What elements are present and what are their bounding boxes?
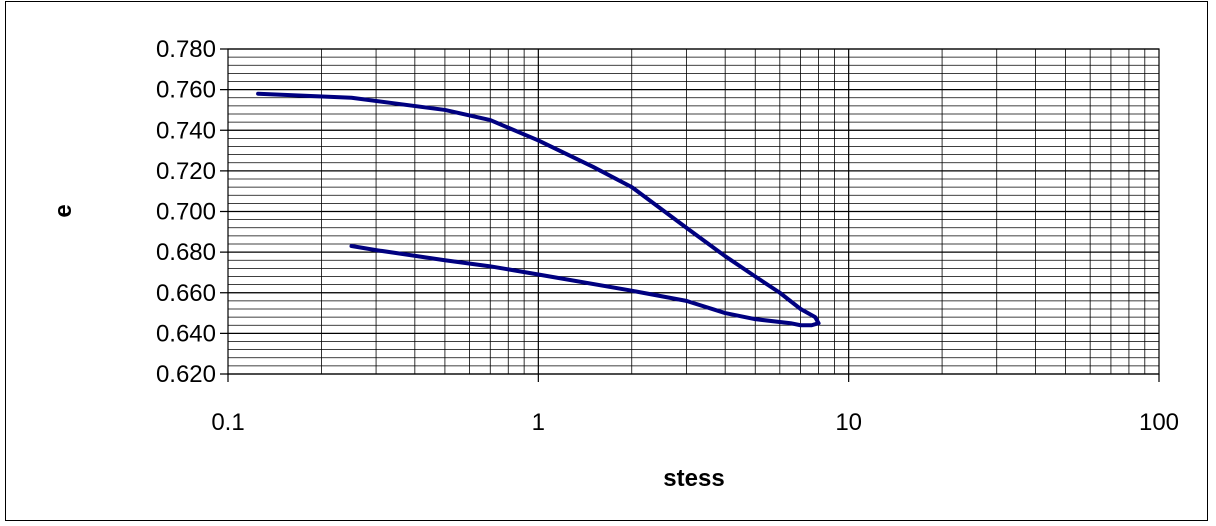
data-point: [725, 313, 726, 314]
data-point: [351, 97, 352, 98]
y-axis-title: e: [50, 204, 77, 217]
data-point: [258, 93, 259, 94]
data-point: [800, 309, 801, 310]
data-point: [779, 292, 780, 293]
chart-svg: 0.620 0.640 0.660 0.680 0.700 0.720 0.740 0.760…: [50, 36, 1179, 492]
x-tick-label: 10: [835, 409, 862, 436]
y-tick-label: 0.640: [156, 320, 216, 347]
data-point: [444, 260, 445, 261]
y-tick-label: 0.760: [156, 77, 216, 104]
y-tick-label: 0.720: [156, 158, 216, 185]
data-point: [376, 250, 377, 251]
chart-area: 0.620 0.640 0.660 0.680 0.700 0.720 0.740 0.760…: [5, 1, 1208, 521]
x-tick-label: 100: [1139, 409, 1179, 436]
data-point: [755, 276, 756, 277]
axes: [227, 48, 1160, 382]
x-axis-title: stess: [663, 465, 724, 492]
data-point: [490, 266, 491, 267]
series-layer: [256, 91, 821, 328]
grid: [220, 48, 1159, 375]
data-point: [631, 290, 632, 291]
data-point: [538, 274, 539, 275]
x-tick-label: 1: [532, 409, 545, 436]
x-tick-label: 0.1: [211, 409, 244, 436]
y-tick-label: 0.660: [156, 280, 216, 307]
data-point: [686, 227, 687, 228]
y-tick-label: 0.740: [156, 117, 216, 144]
data-point: [686, 300, 687, 301]
data-point: [725, 256, 726, 257]
tick-labels: 0.620 0.640 0.660 0.680 0.700 0.720 0.740 0.760…: [156, 36, 1179, 436]
plot-area-border: [227, 48, 1160, 375]
data-point: [811, 325, 812, 326]
data-point: [818, 323, 819, 324]
data-point: [815, 317, 816, 318]
data-point: [755, 319, 756, 320]
y-tick-label: 0.700: [156, 199, 216, 226]
data-point: [538, 140, 539, 141]
data-point: [592, 166, 593, 167]
data-point: [631, 187, 632, 188]
y-tick-label: 0.680: [156, 239, 216, 266]
data-point: [444, 109, 445, 110]
data-point: [800, 325, 801, 326]
y-tick-label: 0.780: [156, 36, 216, 63]
series-line-0: [256, 91, 821, 328]
y-tick-label: 0.620: [156, 361, 216, 388]
data-point: [790, 323, 791, 324]
data-point: [351, 246, 352, 247]
data-point: [490, 120, 491, 121]
